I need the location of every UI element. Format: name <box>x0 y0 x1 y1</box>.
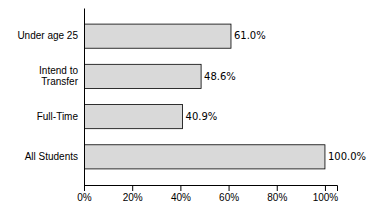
bar <box>84 145 325 169</box>
y-axis: All Students Full-Time Intend toTransfer Un… <box>17 9 84 186</box>
data-label: 40.9% <box>186 111 218 122</box>
tick-mark <box>132 185 133 191</box>
data-label: 61.0% <box>234 30 266 41</box>
tick-label: Under age 25 <box>17 30 78 41</box>
bar <box>84 105 183 129</box>
tick-label-line: All Students <box>25 151 78 162</box>
tick-mark <box>229 185 230 191</box>
tick: 20% <box>123 185 143 203</box>
tick-label: 100% <box>313 192 339 203</box>
tick: 60% <box>219 185 239 203</box>
tick: 0% <box>77 185 92 203</box>
tick: 80% <box>267 185 287 203</box>
plot: 0% 20% 40% 60% 80% 100% All Students Full-Time I… <box>17 9 366 204</box>
tick-label: 0% <box>77 192 92 203</box>
tick: 40% <box>171 185 191 203</box>
tick: 100% <box>313 185 339 203</box>
axis-line <box>85 186 338 192</box>
tick-label: 20% <box>123 192 143 203</box>
chart: 0% 20% 40% 60% 80% 100% All Students Full-Time I… <box>0 0 379 209</box>
tick-label-line: Transfer <box>41 76 79 87</box>
tick: Intend toTransfer <box>39 65 79 87</box>
tick-mark <box>84 185 85 191</box>
tick-label-line: Intend to <box>39 65 78 76</box>
tick-label: 40% <box>171 192 191 203</box>
bars <box>84 24 325 169</box>
bar <box>84 64 201 88</box>
data-labels: 100.0% 40.9% 48.6% 61.0% <box>186 30 367 162</box>
tick: All Students <box>25 151 78 162</box>
tick-mark <box>325 185 326 191</box>
tick-label: Intend toTransfer <box>39 65 79 87</box>
tick-mark <box>277 185 278 191</box>
tick-mark <box>180 185 181 191</box>
tick: Full-Time <box>37 111 79 122</box>
tick-label: Full-Time <box>37 111 79 122</box>
bar <box>84 24 231 48</box>
tick-label-line: Under age 25 <box>17 30 78 41</box>
data-label: 48.6% <box>204 71 236 82</box>
tick-label: 80% <box>267 192 287 203</box>
tick-label: 60% <box>219 192 239 203</box>
data-label: 100.0% <box>328 151 366 162</box>
tick-label-line: Full-Time <box>37 111 79 122</box>
tick-label: All Students <box>25 151 78 162</box>
tick: Under age 25 <box>17 30 78 41</box>
x-axis: 0% 20% 40% 60% 80% 100% <box>77 185 338 203</box>
axis-line <box>84 9 85 186</box>
